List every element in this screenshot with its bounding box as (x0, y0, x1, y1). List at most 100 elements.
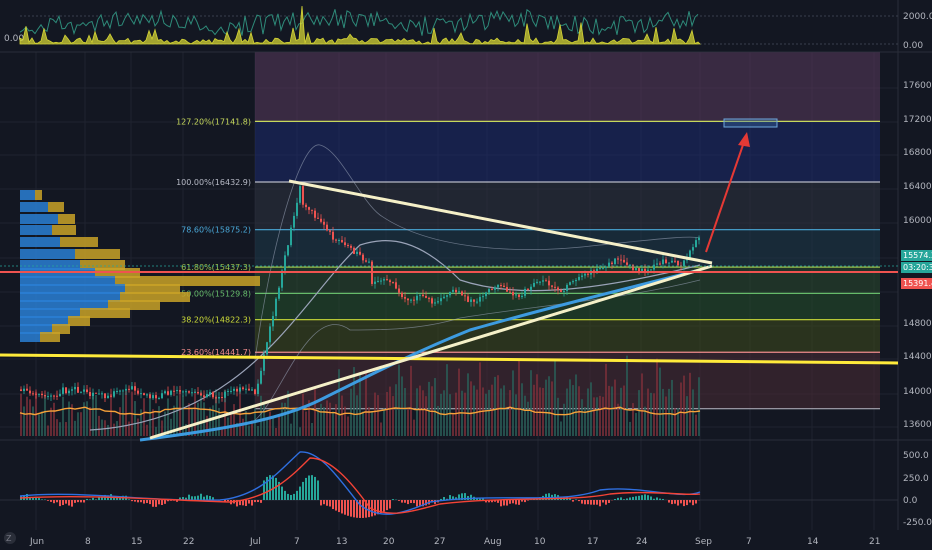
macd-histogram-bar (89, 499, 91, 500)
candle-body (530, 286, 532, 290)
macd-histogram-bar (308, 475, 310, 500)
profile-bar-gold (58, 214, 75, 224)
macd-histogram-bar (245, 500, 247, 507)
volume-bar (620, 387, 622, 436)
time-tick-label: Jun (29, 537, 44, 547)
volume-bar (356, 395, 358, 436)
macd-histogram-bar (593, 500, 595, 505)
candle-body (134, 386, 136, 391)
candle-body (215, 397, 217, 399)
candle-body (692, 247, 694, 251)
macd-tick-label: -250.0 (903, 518, 932, 528)
macd-histogram-bar (605, 500, 607, 505)
macd-histogram-bar (32, 497, 34, 500)
ascending-trendline (149, 264, 713, 440)
volume-bar (128, 421, 130, 436)
candle-body (638, 268, 640, 272)
volume-bar (374, 392, 376, 436)
macd-histogram-bar (476, 498, 478, 500)
candle-body (311, 209, 313, 211)
volume-bar (77, 412, 79, 436)
macd-histogram-bar (272, 475, 274, 500)
candle-body (248, 388, 250, 391)
volume-bar (515, 394, 517, 436)
volume-bar (455, 392, 457, 436)
volume-bar (290, 423, 292, 436)
macd-histogram-bar (464, 493, 466, 500)
macd-histogram-bar (128, 499, 130, 500)
volume-bar (554, 359, 556, 436)
volume-bar (341, 395, 343, 436)
macd-histogram-bar (419, 500, 421, 506)
macd-histogram-bar (80, 500, 82, 503)
bollinger-upper (254, 144, 701, 361)
candle-body (422, 294, 424, 297)
volume-bar (449, 394, 451, 436)
candle-body (458, 291, 460, 293)
volume-bar (32, 406, 34, 436)
candle-body (131, 386, 133, 390)
macd-histogram-bar (74, 500, 76, 503)
candle-body (677, 260, 679, 266)
candle-body (533, 282, 535, 287)
candle-body (101, 393, 103, 395)
candle-body (611, 262, 613, 264)
time-tick-label: 21 (869, 537, 880, 547)
candle-body (104, 393, 106, 399)
macd-histogram-bar (65, 500, 67, 504)
tradingview-logo[interactable]: Z (4, 532, 16, 544)
macd-histogram-bar (68, 500, 70, 506)
macd-histogram-bar (158, 500, 160, 505)
candle-body (395, 282, 397, 289)
candle-body (665, 259, 667, 264)
volume-bar (584, 407, 586, 436)
volume-bar (188, 403, 190, 436)
volume-bar (695, 414, 697, 436)
macd-histogram-bar (335, 500, 337, 511)
logo-glyph: Z (6, 534, 12, 543)
candle-body (437, 301, 439, 303)
macd-histogram-bar (440, 498, 442, 500)
candle-body (326, 224, 328, 231)
drawing-tools[interactable] (0, 118, 899, 440)
candle-body (260, 370, 262, 384)
macd-signal-line (19, 457, 701, 514)
macd-histogram-bar (194, 496, 196, 500)
candle-body (206, 394, 208, 397)
candle-body (374, 281, 376, 284)
volume-bar (344, 406, 346, 436)
candle-body (512, 291, 514, 296)
candle-body (674, 260, 676, 262)
candle-body (161, 393, 163, 399)
level-price-tag: 15391.4 (903, 279, 932, 288)
oscillator-area (19, 5, 701, 45)
candle-body (65, 387, 67, 394)
volume-bar (566, 388, 568, 436)
macd-histogram-bar (581, 500, 583, 504)
volume-bar (626, 355, 628, 436)
time-tick-label: 13 (336, 537, 347, 547)
volume-bar (50, 407, 52, 436)
volume-bar (392, 396, 394, 436)
volume-bar (107, 424, 109, 436)
candle-body (47, 396, 49, 398)
oscillator-line (19, 8, 699, 36)
candle-body (308, 207, 310, 210)
macd-histogram-bar (224, 500, 226, 502)
volume-bar (470, 381, 472, 436)
target-arrow-head (738, 132, 750, 147)
macd-histogram-bar (443, 496, 445, 500)
candle-body (494, 287, 496, 290)
volume-bar (98, 415, 100, 436)
macd-histogram-bar (503, 500, 505, 506)
candle-body (164, 391, 166, 394)
volume-bar (338, 369, 340, 436)
volume-bar (137, 418, 139, 436)
macd-histogram-bar (236, 500, 238, 507)
volume-bar (446, 364, 448, 436)
volume-bar (278, 414, 280, 436)
volume-bar (305, 411, 307, 436)
candle-body (689, 250, 691, 258)
macd-histogram-bar (635, 496, 637, 500)
